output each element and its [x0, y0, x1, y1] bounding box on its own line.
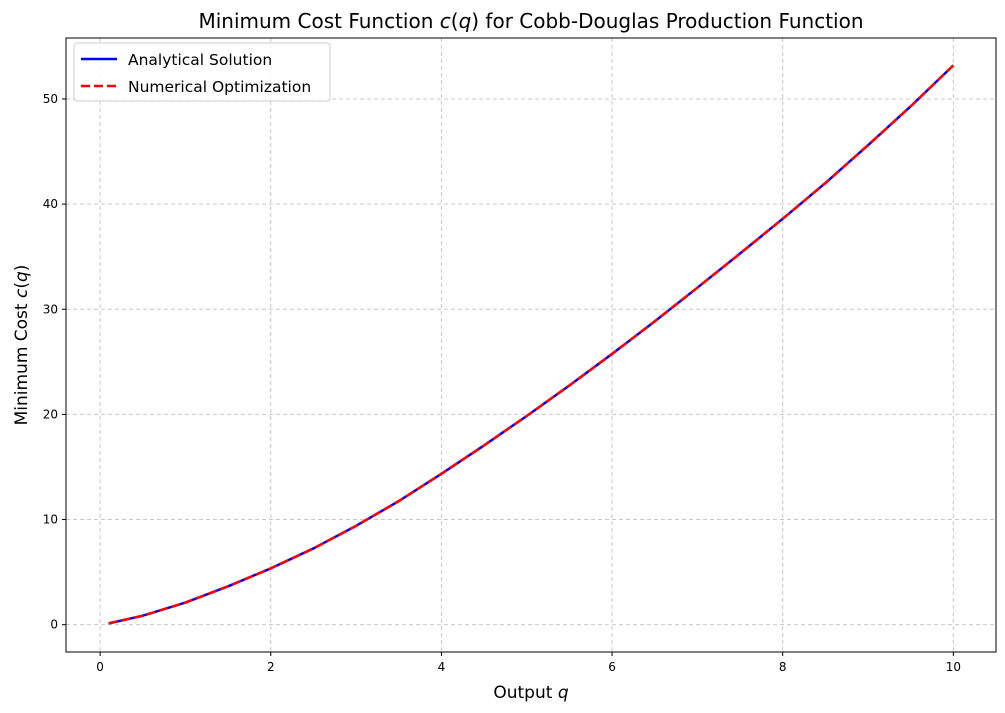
x-tick-label: 10	[946, 660, 961, 674]
plot-area-background	[66, 38, 996, 652]
y-tick-label: 50	[43, 92, 58, 106]
series-line-numerical	[108, 64, 955, 625]
x-tick-label: 2	[267, 660, 275, 674]
series-group	[108, 64, 955, 625]
y-tick-label: 40	[43, 197, 58, 211]
y-axis-label: Minimum Cost c(q)	[12, 265, 32, 426]
y-tick-label: 0	[50, 618, 58, 632]
y-tick-label: 30	[43, 302, 58, 316]
x-tick-label: 4	[438, 660, 446, 674]
x-tick-label: 6	[608, 660, 616, 674]
y-axis: 0 10 20 30 40 50	[43, 92, 66, 632]
y-tick-label: 10	[43, 513, 58, 527]
x-axis-label: Output q	[493, 683, 568, 703]
legend-label-numerical: Numerical Optimization	[128, 78, 311, 96]
chart-title: Minimum Cost Function c(q) for Cobb-Doug…	[198, 9, 863, 33]
legend: Analytical Solution Numerical Optimizati…	[73, 42, 331, 102]
x-axis: 0 2 4 6 8 10	[96, 652, 961, 674]
y-tick-label: 20	[43, 407, 58, 421]
x-tick-label: 0	[96, 660, 104, 674]
legend-box	[73, 42, 331, 102]
x-tick-label: 8	[779, 660, 787, 674]
plot-area-frame	[65, 37, 997, 653]
legend-label-analytical: Analytical Solution	[128, 51, 272, 69]
